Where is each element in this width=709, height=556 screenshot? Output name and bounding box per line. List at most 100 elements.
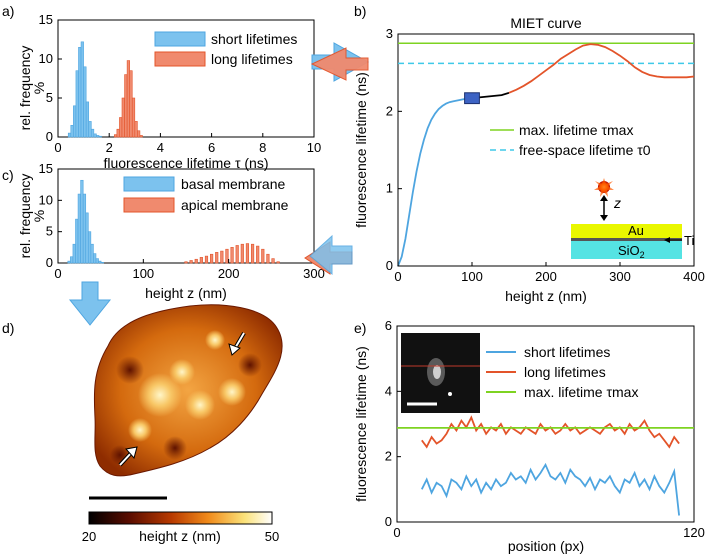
topography-valley	[163, 436, 187, 460]
bright-spot	[448, 392, 452, 396]
y-tick-label: 2	[386, 103, 393, 118]
histogram-bar	[276, 261, 280, 264]
histogram-bar	[194, 258, 198, 264]
histogram-bar	[96, 135, 100, 138]
distance-arrowhead-down	[600, 215, 608, 221]
histogram-bar	[98, 135, 102, 138]
y-axis-label: rel. frequency	[17, 174, 33, 259]
profile-line	[420, 462, 680, 516]
histogram-bar	[199, 257, 203, 264]
histogram-bar	[85, 101, 90, 138]
flow-arrows	[68, 42, 370, 326]
histogram-bar	[80, 179, 84, 264]
histogram-bar	[119, 117, 123, 138]
histogram-bar	[73, 105, 77, 138]
legend-label-long: long lifetimes	[524, 364, 606, 380]
histogram-bars	[67, 41, 143, 138]
cell-glow-bright	[433, 365, 441, 379]
topography-peak	[128, 418, 152, 442]
panel-label-d: d)	[2, 320, 14, 336]
x-tick-label: 0	[393, 525, 400, 540]
y-tick-label: 2	[385, 449, 392, 464]
y-axis-label: fluorescence lifetime (ns)	[353, 346, 369, 502]
histogram-bar	[72, 243, 76, 264]
histogram-bar	[100, 262, 104, 264]
x-tick-label: 100	[132, 266, 154, 281]
histogram-bar	[189, 260, 193, 264]
x-tick-label: 0	[394, 269, 401, 284]
histogram-bar	[93, 253, 97, 264]
arrow-down-icon	[68, 281, 112, 326]
x-tick-label: 4	[157, 140, 164, 155]
histogram-bar	[90, 128, 95, 138]
gold-layer	[571, 224, 682, 238]
x-axis-label: fluorescence lifetime τ (ns)	[103, 155, 268, 171]
chart-title: MIET curve	[510, 15, 582, 31]
x-axis-label: height z (nm)	[505, 288, 587, 304]
x-axis-label: position (px)	[508, 538, 584, 554]
histogram-bar	[184, 261, 188, 264]
y-axis-unit: %	[31, 210, 47, 222]
histogram-bar	[98, 260, 102, 264]
y-tick-label: 0	[386, 258, 393, 273]
x-tick-label: 8	[259, 140, 266, 155]
y-tick-label: 5	[46, 90, 53, 105]
panel-label-a: a)	[2, 3, 14, 19]
histogram-bar	[256, 245, 260, 264]
legend-swatch-long	[154, 51, 206, 67]
x-tick-label: 6	[208, 140, 215, 155]
colorbar	[88, 511, 273, 525]
histogram-bar	[85, 212, 89, 264]
histogram-bar	[139, 135, 143, 138]
panel-label-b: b)	[354, 3, 366, 19]
y-axis-label: fluorescence lifetime (ns)	[353, 72, 369, 228]
topography-peak	[185, 390, 215, 420]
colorbar-label: height z (nm)	[139, 528, 221, 544]
y-tick-label: 6	[385, 318, 392, 333]
x-tick-label: 300	[609, 269, 631, 284]
histogram-bar	[90, 243, 94, 264]
histogram-bar	[82, 193, 87, 264]
x-tick-label: 400	[683, 269, 705, 284]
fluorophore-burst-icon	[594, 178, 614, 197]
histogram-bar	[70, 256, 74, 264]
curve-line	[508, 43, 695, 94]
x-tick-label: 300	[303, 266, 325, 281]
y-tick-label: 15	[39, 161, 53, 176]
profile-lines	[397, 415, 694, 516]
topography-peak	[218, 378, 246, 406]
axis-ticks: 0 120 0 2 4 6	[385, 318, 705, 540]
histogram-bar	[235, 245, 239, 264]
topography-peak	[138, 373, 182, 417]
histogram-bar	[126, 60, 130, 138]
legend-label-taumax: max. lifetime τmax	[519, 122, 633, 138]
cell-height-map: 20 50 height z (nm)	[82, 304, 283, 544]
y-tick-label: 4	[385, 383, 392, 398]
topography-valley	[116, 356, 144, 384]
histogram-bar	[134, 121, 138, 138]
histogram-bar	[83, 66, 87, 138]
inset-z-label: z	[613, 195, 621, 211]
profile-line	[421, 415, 680, 449]
x-tick-label: 2	[106, 140, 113, 155]
histogram-bar	[67, 260, 71, 264]
lifetime-profile-chart: 0 120 0 2 4 6 short lifetimes long lifetimes …	[353, 318, 705, 554]
plot-frame	[396, 325, 695, 523]
histogram-bar	[245, 243, 250, 264]
silica-layer	[571, 241, 682, 259]
histogram-bar	[220, 250, 224, 264]
legend-label-long: long lifetimes	[211, 51, 293, 67]
legend-swatch-apical	[123, 197, 175, 213]
histogram-bar	[88, 121, 92, 138]
panel-label-c: c)	[2, 167, 14, 183]
x-tick-label: 120	[683, 525, 705, 540]
histogram-bar	[137, 130, 141, 138]
curve-line	[397, 98, 465, 267]
histogram-bar	[87, 231, 92, 264]
miet-curve-chart: MIET curve 0 100 200 300 400 0 1 2 3 max. lifeti…	[353, 15, 705, 304]
colorbar-max: 50	[265, 529, 279, 544]
ti-pointer-head	[664, 237, 670, 243]
sample-inset: z Au Ti SiO2	[571, 178, 694, 260]
inset-ti-label: Ti	[684, 233, 694, 248]
distance-arrowhead-up	[600, 195, 608, 201]
